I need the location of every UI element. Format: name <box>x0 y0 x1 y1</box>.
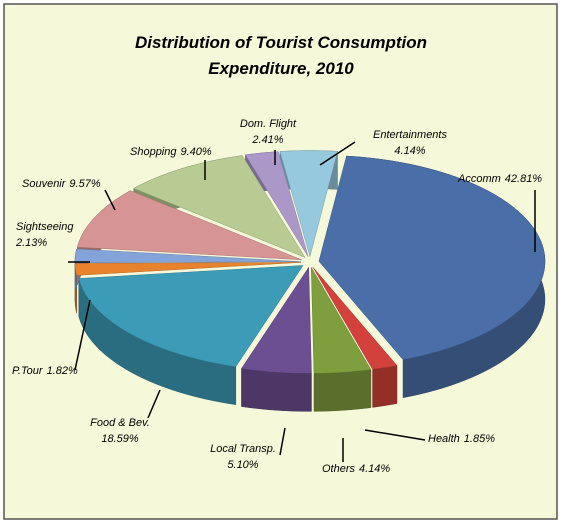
slice <box>312 266 398 370</box>
category-label: Entertainments <box>373 129 447 141</box>
value-label: 2.41% <box>251 134 283 146</box>
slice <box>241 266 312 374</box>
slice <box>78 265 304 367</box>
data-label: P.Tour 1.82% <box>12 365 78 377</box>
value-label: 9.57% <box>69 178 100 190</box>
leader-line <box>364 429 426 441</box>
leader-line <box>104 189 116 211</box>
slice <box>318 155 546 360</box>
slice <box>77 190 302 261</box>
category-label: Food & Bev. <box>90 417 150 429</box>
data-label: Sightseeing 2.13% <box>15 221 74 249</box>
data-label: Shopping 9.40% <box>130 146 212 158</box>
leader-line <box>319 141 356 166</box>
leader-line <box>279 427 286 456</box>
data-label: Souvenir 9.57% <box>22 178 101 190</box>
category-label: P.Tour <box>12 365 44 377</box>
slice-side <box>241 368 312 412</box>
slice <box>74 262 302 276</box>
category-label: Others <box>322 463 356 475</box>
value-label: 2.13% <box>15 237 47 249</box>
data-label: Entertainments 4.14% <box>373 129 447 157</box>
slice-side <box>372 365 398 408</box>
data-label: Accomm 42.81% <box>457 173 542 185</box>
category-label: Souvenir <box>22 178 67 190</box>
leader-line <box>147 389 161 419</box>
category-label: Accomm <box>457 173 501 185</box>
data-label: Health 1.85% <box>428 433 495 445</box>
value-label: 1.85% <box>464 433 495 445</box>
data-label: Dom. Flight 2.41% <box>240 118 297 146</box>
data-label: Others 4.14% <box>322 463 390 475</box>
leader-line <box>74 299 91 371</box>
category-label: Health <box>428 433 460 445</box>
value-label: 42.81% <box>505 173 543 185</box>
data-label: Local Transp. 5.10% <box>210 443 276 471</box>
slice <box>244 151 309 257</box>
value-label: 9.40% <box>181 146 212 158</box>
value-label: 18.59% <box>101 433 139 445</box>
category-label: Local Transp. <box>210 443 276 455</box>
category-label: Sightseeing <box>16 221 74 233</box>
slice <box>133 155 306 258</box>
slice <box>279 150 338 258</box>
value-label: 4.14% <box>359 463 390 475</box>
data-label: Food & Bev. 18.59% <box>90 417 150 445</box>
category-label: Dom. Flight <box>240 118 297 130</box>
chart-title: Distribution of Tourist Consumption <box>135 33 427 52</box>
value-label: 4.14% <box>394 145 425 157</box>
value-label: 5.10% <box>227 459 258 471</box>
category-label: Shopping <box>130 146 177 158</box>
slice <box>311 267 372 374</box>
chart-subtitle: Expenditure, 2010 <box>208 59 354 78</box>
value-label: 1.82% <box>47 365 78 377</box>
slice-side <box>313 369 372 412</box>
